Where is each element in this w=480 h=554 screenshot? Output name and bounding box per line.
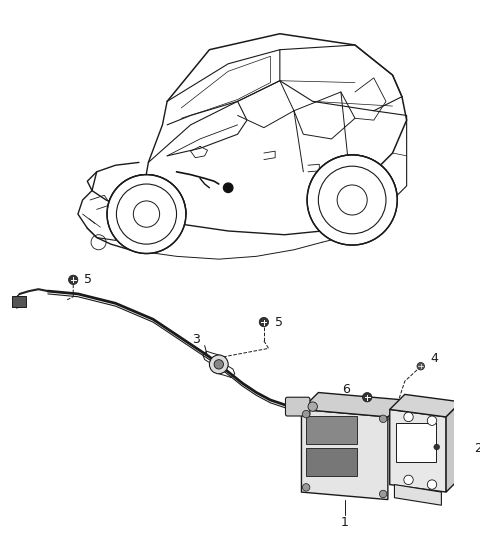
Circle shape (427, 416, 437, 425)
Circle shape (427, 480, 437, 489)
FancyBboxPatch shape (12, 296, 26, 306)
Polygon shape (301, 409, 388, 500)
Polygon shape (301, 393, 405, 417)
FancyBboxPatch shape (396, 423, 436, 462)
FancyBboxPatch shape (306, 416, 357, 444)
Circle shape (417, 362, 424, 370)
Circle shape (379, 490, 387, 497)
Circle shape (404, 475, 413, 485)
Polygon shape (446, 402, 461, 492)
Circle shape (209, 355, 228, 374)
Text: 2: 2 (474, 443, 480, 455)
Text: 4: 4 (430, 352, 438, 365)
Circle shape (214, 360, 224, 369)
Text: 1: 1 (341, 516, 348, 529)
Text: 5: 5 (275, 316, 283, 329)
Circle shape (307, 155, 397, 245)
Circle shape (224, 183, 233, 192)
Circle shape (302, 411, 310, 418)
FancyBboxPatch shape (306, 448, 357, 476)
Polygon shape (395, 485, 442, 505)
Text: 5: 5 (84, 273, 92, 286)
FancyBboxPatch shape (286, 397, 310, 416)
Circle shape (404, 412, 413, 422)
Circle shape (362, 393, 372, 402)
Circle shape (434, 444, 440, 450)
Text: 6: 6 (343, 383, 350, 396)
Circle shape (69, 275, 78, 285)
Polygon shape (390, 394, 461, 417)
Circle shape (379, 415, 387, 423)
Text: 3: 3 (192, 334, 200, 346)
Circle shape (259, 317, 269, 327)
Circle shape (308, 402, 317, 411)
Circle shape (302, 484, 310, 491)
Circle shape (107, 175, 186, 254)
Polygon shape (390, 409, 446, 492)
